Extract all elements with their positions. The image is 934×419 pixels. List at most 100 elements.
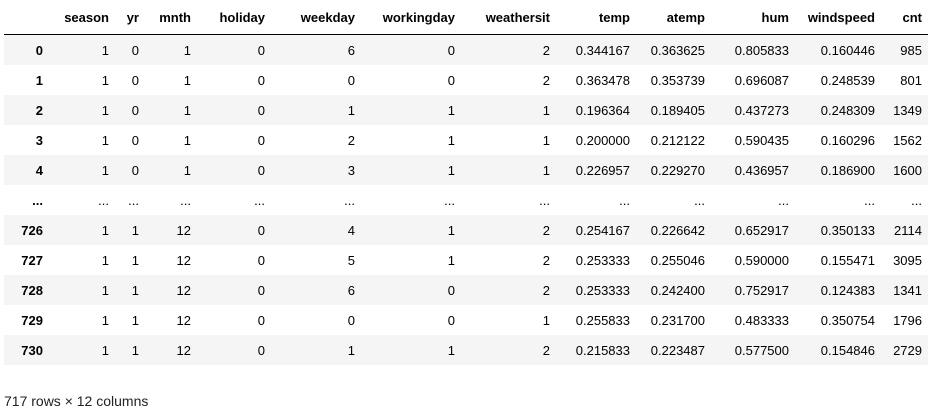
cell-season: 1 — [101, 252, 109, 268]
cell-yr: 1 — [131, 252, 139, 268]
cell-temp: 0.196364 — [575, 102, 630, 118]
cell-holiday: 0 — [257, 342, 265, 358]
table-body: 0 1 0 1 0 6 0 2 0.344167 0.363625 0.805833 0.160446… — [4, 34, 928, 365]
cell-atemp: 0.189405 — [650, 102, 705, 118]
cell-atemp: 0.231700 — [650, 312, 705, 328]
cell-holiday: 0 — [257, 42, 265, 58]
cell-atemp: 0.255046 — [650, 252, 705, 268]
cell-weathersit: 2 — [542, 222, 550, 238]
cell-weekday: 2 — [347, 132, 355, 148]
table-row: 726 1 1 12 0 4 1 2 0.254167 0.226642 0.652917 0.350… — [4, 215, 928, 245]
cell-weekday: 0 — [347, 312, 355, 328]
column-header-temp: temp — [556, 0, 636, 35]
cell-workingday: 0 — [447, 312, 455, 328]
cell-weekday: 1 — [347, 102, 355, 118]
column-header-yr: yr — [115, 0, 145, 35]
cell-hum: 0.577500 — [734, 342, 789, 358]
cell-holiday: 0 — [257, 132, 265, 148]
column-header-weekday: weekday — [271, 0, 361, 35]
cell-windspeed: 0.160446 — [820, 42, 875, 58]
row-index: 726 — [21, 222, 43, 238]
ellipsis-row: ....................................... — [4, 185, 928, 215]
cell-holiday: ... — [254, 192, 265, 208]
cell-temp: 0.200000 — [575, 132, 630, 148]
row-index: 0 — [35, 42, 43, 58]
cell-yr: 0 — [131, 102, 139, 118]
cell-weekday: 0 — [347, 72, 355, 88]
cell-mnth: 1 — [183, 102, 191, 118]
cell-holiday: 0 — [257, 312, 265, 328]
cell-weathersit: 1 — [542, 102, 550, 118]
cell-windspeed: 0.186900 — [820, 162, 875, 178]
cell-cnt: 1341 — [893, 282, 922, 298]
cell-atemp: 0.212122 — [650, 132, 705, 148]
cell-windspeed: 0.350133 — [820, 222, 875, 238]
cell-workingday: 1 — [447, 102, 455, 118]
cell-holiday: 0 — [257, 222, 265, 238]
cell-mnth: 12 — [176, 252, 191, 268]
row-index: 3 — [35, 132, 43, 148]
table-row: 730 1 1 12 0 1 1 2 0.215833 0.223487 0.577500 0.154… — [4, 335, 928, 365]
cell-cnt: ... — [911, 192, 922, 208]
cell-windspeed: 0.350754 — [820, 312, 875, 328]
column-header-cnt: cnt — [881, 0, 928, 35]
cell-cnt: 1600 — [893, 162, 922, 178]
cell-yr: 1 — [131, 282, 139, 298]
cell-windspeed: 0.160296 — [820, 132, 875, 148]
cell-season: 1 — [101, 72, 109, 88]
cell-holiday: 0 — [257, 252, 265, 268]
cell-temp: ... — [619, 192, 630, 208]
dataframe-table: season yr mnth holiday weekday workingda… — [4, 0, 928, 365]
cell-atemp: 0.223487 — [650, 342, 705, 358]
cell-mnth: 1 — [183, 162, 191, 178]
cell-cnt: 801 — [900, 72, 922, 88]
row-index: 4 — [35, 162, 43, 178]
cell-weekday: 4 — [347, 222, 355, 238]
cell-workingday: 1 — [447, 162, 455, 178]
cell-temp: 0.254167 — [575, 222, 630, 238]
table-row: 728 1 1 12 0 6 0 2 0.253333 0.242400 0.752917 0.124… — [4, 275, 928, 305]
cell-hum: 0.590435 — [734, 132, 789, 148]
cell-workingday: 1 — [447, 222, 455, 238]
cell-weekday: ... — [344, 192, 355, 208]
cell-windspeed: 0.155471 — [820, 252, 875, 268]
column-header-season: season — [49, 0, 115, 35]
cell-hum: 0.590000 — [734, 252, 789, 268]
cell-cnt: 3095 — [893, 252, 922, 268]
cell-weathersit: 2 — [542, 252, 550, 268]
cell-season: 1 — [101, 222, 109, 238]
cell-yr: 1 — [131, 342, 139, 358]
cell-workingday: 0 — [447, 42, 455, 58]
cell-windspeed: 0.154846 — [820, 342, 875, 358]
cell-atemp: 0.242400 — [650, 282, 705, 298]
cell-workingday: ... — [444, 192, 455, 208]
cell-hum: 0.805833 — [734, 42, 789, 58]
row-index: 1 — [35, 72, 43, 88]
cell-weathersit: 1 — [542, 162, 550, 178]
table-row: 729 1 1 12 0 0 0 1 0.255833 0.231700 0.483333 0.350… — [4, 305, 928, 335]
column-header-mnth: mnth — [145, 0, 197, 35]
cell-mnth: ... — [180, 192, 191, 208]
cell-yr: 0 — [131, 162, 139, 178]
cell-cnt: 1562 — [893, 132, 922, 148]
cell-weekday: 5 — [347, 252, 355, 268]
cell-weathersit: 2 — [542, 42, 550, 58]
table-row: 727 1 1 12 0 5 1 2 0.253333 0.255046 0.590000 0.155… — [4, 245, 928, 275]
cell-workingday: 1 — [447, 132, 455, 148]
cell-windspeed: 0.248539 — [820, 72, 875, 88]
cell-mnth: 12 — [176, 222, 191, 238]
cell-mnth: 12 — [176, 342, 191, 358]
cell-weathersit: 2 — [542, 72, 550, 88]
cell-workingday: 0 — [447, 72, 455, 88]
cell-cnt: 2729 — [893, 342, 922, 358]
cell-windspeed: 0.248309 — [820, 102, 875, 118]
cell-hum: 0.437273 — [734, 102, 789, 118]
cell-workingday: 1 — [447, 342, 455, 358]
cell-weathersit: 2 — [542, 342, 550, 358]
cell-windspeed: 0.124383 — [820, 282, 875, 298]
cell-holiday: 0 — [257, 282, 265, 298]
cell-season: 1 — [101, 42, 109, 58]
cell-temp: 0.253333 — [575, 282, 630, 298]
cell-workingday: 1 — [447, 252, 455, 268]
cell-season: 1 — [101, 342, 109, 358]
